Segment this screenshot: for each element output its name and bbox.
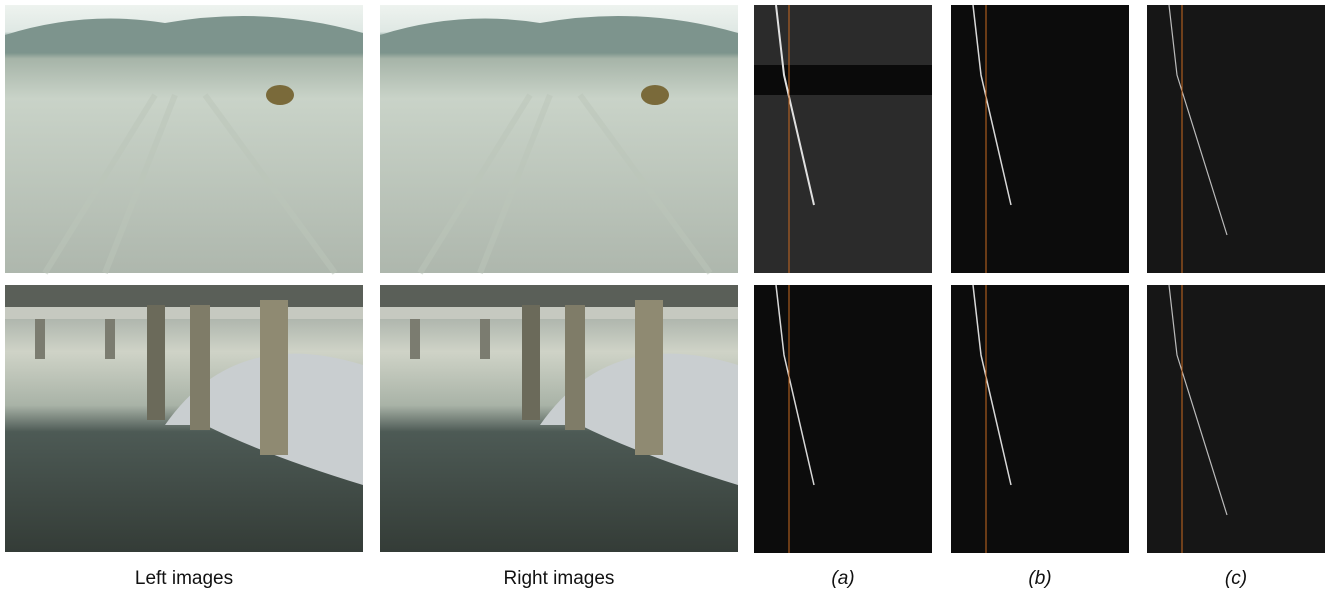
caption: Left images: [135, 568, 233, 589]
figure: Left images Right images (a) (b) (c): [0, 0, 1326, 591]
image-grid: [5, 5, 1325, 553]
caption: (b): [1028, 568, 1051, 589]
caption: (a): [831, 568, 854, 589]
caption: (c): [1225, 568, 1247, 589]
caption: Right images: [504, 568, 615, 589]
